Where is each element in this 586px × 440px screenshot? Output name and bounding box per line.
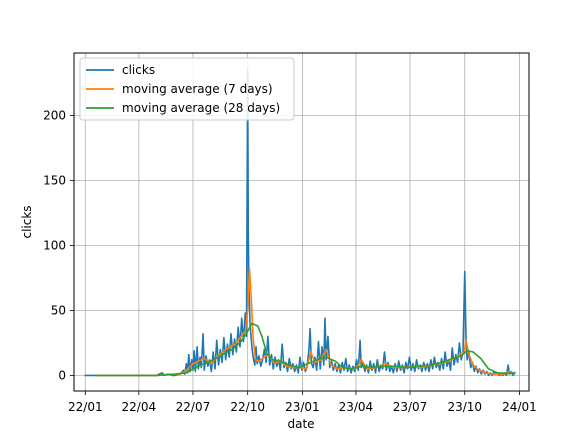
legend-entry: moving average (7 days): [122, 82, 273, 96]
ticks: 22/01 22/04 22/07 22/10 23/01 23/04 23/07 23/10…: [43, 108, 537, 414]
x-axis-label: date: [287, 417, 314, 431]
x-tick-label: 22/04: [122, 400, 157, 414]
x-tick-label: 23/07: [393, 400, 428, 414]
legend-box: [79, 57, 295, 121]
grid: [74, 53, 529, 391]
legend: clicks moving average (7 days) moving aver…: [79, 57, 295, 121]
legend-entry: moving average (28 days): [122, 101, 280, 115]
series-line-2: [95, 268, 516, 377]
series-line-3: [95, 322, 516, 377]
x-tick-label: 23/10: [447, 400, 482, 414]
x-tick-label: 22/07: [176, 400, 211, 414]
plot-frame: [73, 52, 530, 392]
x-tick-label: 22/10: [230, 400, 265, 414]
series-layer: [84, 69, 516, 377]
x-tick-label: 24/01: [502, 400, 537, 414]
x-tick-label: 22/01: [68, 400, 103, 414]
y-axis-label: clicks: [20, 205, 34, 238]
y-tick-label: 100: [43, 238, 66, 252]
x-tick-label: 23/04: [339, 400, 374, 414]
x-tick-label: 23/01: [285, 400, 320, 414]
legend-entry: clicks: [122, 63, 155, 77]
y-tick-label: 0: [58, 368, 66, 382]
y-tick-label: 150: [43, 173, 66, 187]
y-tick-label: 200: [43, 108, 66, 122]
y-tick-label: 50: [51, 303, 66, 317]
